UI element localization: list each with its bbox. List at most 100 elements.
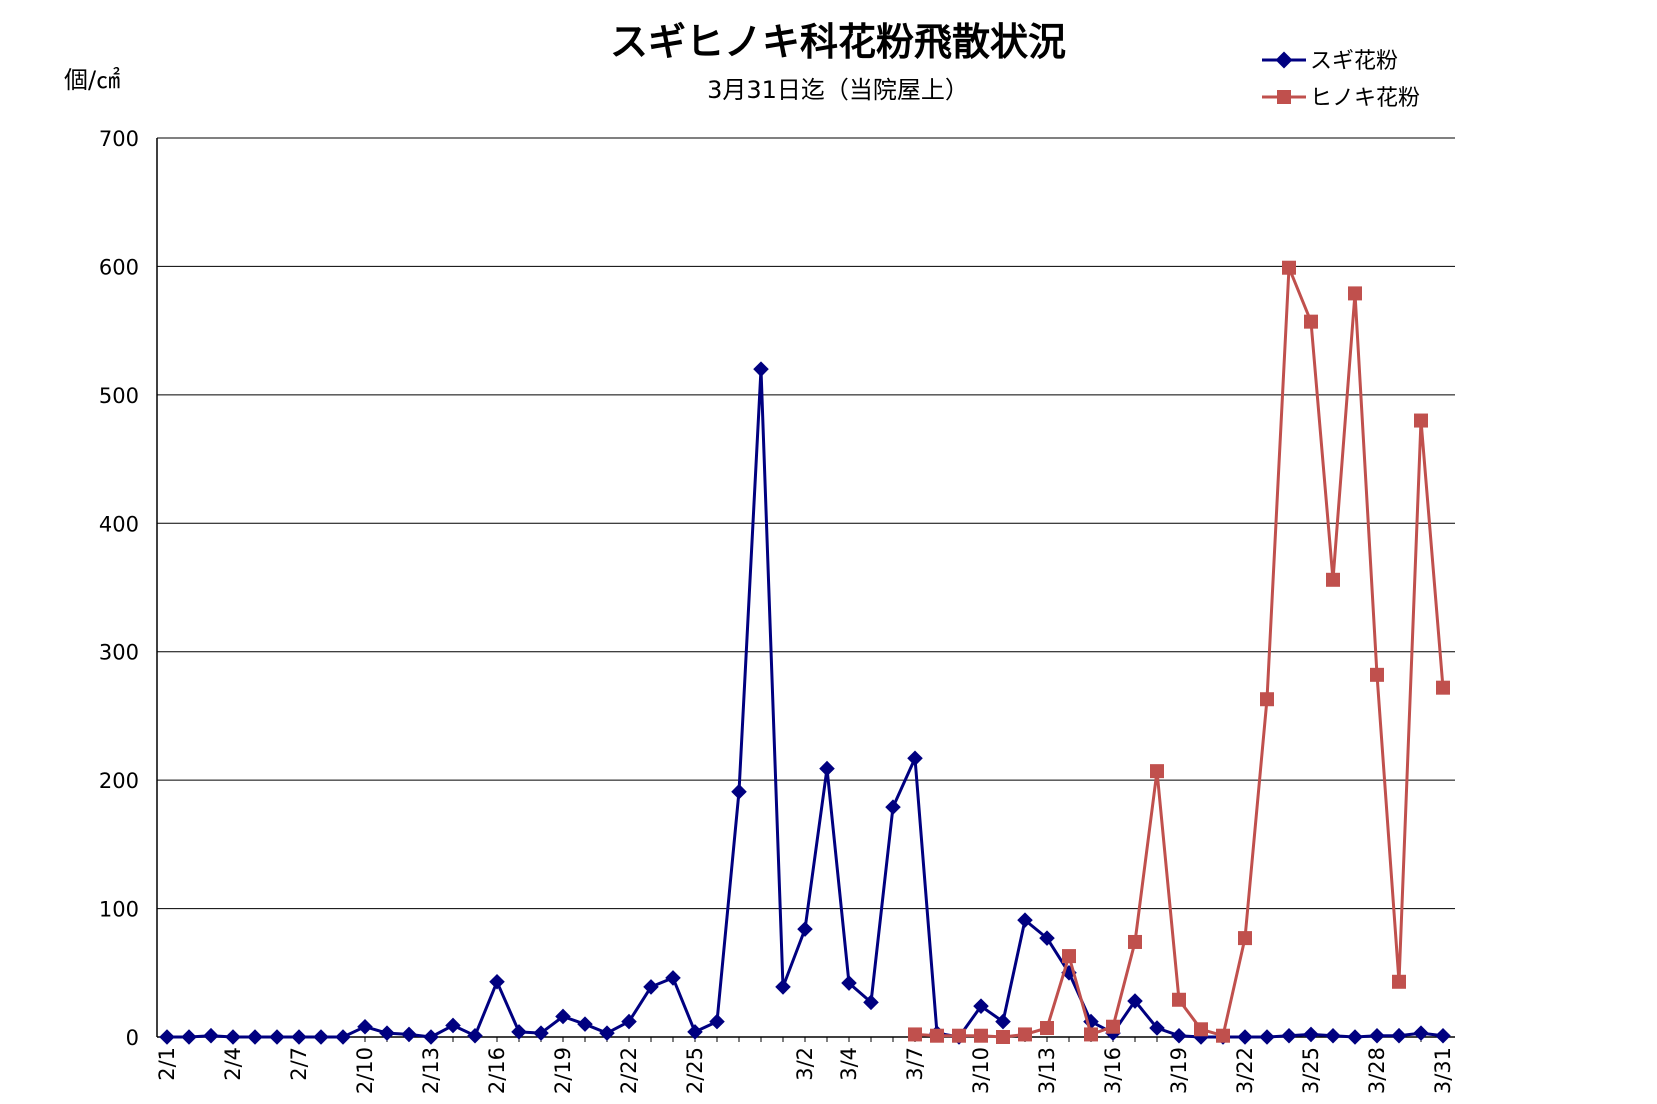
series-hinoki [908, 260, 1450, 1044]
x-tick-label: 3/28 [1365, 1047, 1389, 1094]
x-tick-label: 2/13 [419, 1047, 443, 1094]
x-tick-label: 3/7 [903, 1047, 927, 1081]
y-tick-label: 300 [99, 641, 139, 665]
x-tick-label: 3/25 [1299, 1047, 1323, 1094]
x-tick-label: 2/10 [353, 1047, 377, 1094]
data-point-sugi [907, 750, 923, 767]
data-point-hinoki [1062, 949, 1076, 964]
data-point-sugi [313, 1029, 329, 1045]
data-point-sugi [995, 1013, 1011, 1030]
series-sugi [159, 361, 1451, 1045]
data-point-sugi [885, 799, 901, 815]
data-point-sugi [203, 1027, 219, 1044]
chart-subtitle: 3月31日迄（当院屋上） [707, 76, 969, 104]
data-point-hinoki [1018, 1027, 1032, 1042]
data-point-sugi [401, 1026, 417, 1043]
legend: スギ花粉 ヒノキ花粉 [1262, 49, 1420, 111]
chart-title: スギヒノキ科花粉飛散状況 [610, 20, 1066, 64]
data-point-sugi [467, 1027, 483, 1044]
legend-marker-sugi [1275, 51, 1293, 69]
x-tick-label: 2/19 [551, 1047, 575, 1094]
legend-label-hinoki: ヒノキ花粉 [1310, 86, 1420, 111]
data-point-hinoki [1304, 314, 1318, 329]
data-point-hinoki [1348, 286, 1362, 301]
data-point-hinoki [1414, 413, 1428, 428]
legend-item-sugi: スギ花粉 [1262, 49, 1398, 74]
y-tick-labels: 0 100 200 300 400 500 600 700 [99, 127, 139, 1050]
x-tick-label: 3/2 [793, 1047, 817, 1081]
data-point-sugi [599, 1025, 615, 1041]
data-point-sugi [445, 1017, 461, 1034]
data-point-hinoki [1194, 1022, 1208, 1037]
y-tick-label: 100 [99, 898, 139, 922]
legend-marker-hinoki [1277, 90, 1291, 104]
data-point-sugi [621, 1013, 637, 1030]
gridlines [157, 137, 1455, 910]
data-point-sugi [335, 1029, 351, 1045]
data-point-hinoki [952, 1028, 966, 1043]
data-point-hinoki [930, 1028, 944, 1043]
data-point-hinoki [974, 1028, 988, 1043]
data-point-hinoki [1216, 1028, 1230, 1043]
data-point-sugi [269, 1029, 285, 1045]
x-tick-label: 3/4 [837, 1047, 861, 1081]
data-point-sugi [709, 1013, 725, 1030]
data-point-sugi [1149, 1020, 1165, 1036]
data-point-sugi [643, 979, 659, 995]
data-point-sugi [841, 975, 857, 991]
x-tick-label: 3/22 [1233, 1047, 1257, 1094]
data-point-sugi [797, 921, 813, 937]
x-tick-label: 2/25 [683, 1047, 707, 1094]
data-point-sugi [1391, 1027, 1407, 1044]
data-point-sugi [577, 1016, 593, 1032]
data-point-hinoki [1040, 1021, 1054, 1036]
x-tick-label: 2/1 [155, 1047, 179, 1081]
data-point-sugi [775, 979, 791, 995]
y-tick-label: 600 [99, 255, 139, 279]
y-tick-label: 0 [126, 1026, 139, 1050]
x-tick-label: 3/10 [969, 1047, 993, 1094]
legend-label-sugi: スギ花粉 [1310, 49, 1398, 74]
data-point-hinoki [1370, 667, 1384, 682]
x-tick-label: 3/13 [1035, 1047, 1059, 1094]
data-point-sugi [225, 1029, 241, 1045]
data-point-sugi [247, 1029, 263, 1045]
data-point-sugi [1171, 1027, 1187, 1044]
data-point-sugi [533, 1025, 549, 1041]
data-point-hinoki [908, 1027, 922, 1042]
x-tick-label: 2/16 [485, 1047, 509, 1094]
data-point-sugi [1281, 1027, 1297, 1044]
data-point-hinoki [1172, 992, 1186, 1007]
data-point-hinoki [1392, 974, 1406, 989]
data-point-sugi [731, 783, 747, 800]
data-point-hinoki [1326, 572, 1340, 587]
data-point-sugi [1127, 993, 1143, 1009]
data-point-sugi [1325, 1027, 1341, 1044]
data-point-hinoki [1128, 934, 1142, 949]
x-tick-labels: 2/1 2/4 2/7 2/10 2/13 2/16 2/19 2/22 2/25 3/2 3/4 3… [155, 1047, 1455, 1094]
data-point-hinoki [1084, 1027, 1098, 1042]
data-point-sugi [423, 1029, 439, 1045]
data-point-sugi [973, 998, 989, 1014]
y-tick-label: 500 [99, 384, 139, 408]
data-point-sugi [1237, 1029, 1253, 1045]
data-point-sugi [687, 1024, 703, 1040]
data-point-sugi [819, 760, 835, 777]
x-tick-label: 3/19 [1167, 1047, 1191, 1094]
y-tick-label: 200 [99, 769, 139, 793]
series-layer [159, 260, 1451, 1045]
data-point-sugi [1259, 1029, 1275, 1045]
data-point-hinoki [1260, 692, 1274, 707]
data-point-hinoki [1106, 1019, 1120, 1034]
data-point-hinoki [1436, 680, 1450, 695]
data-point-hinoki [1150, 764, 1164, 779]
data-point-sugi [1017, 912, 1033, 928]
y-axis-unit-label: 個/㎠ [64, 66, 120, 94]
data-point-sugi [555, 1008, 571, 1025]
data-point-sugi [291, 1029, 307, 1045]
data-point-sugi [357, 1018, 373, 1035]
y-tick-label: 400 [99, 512, 139, 536]
x-tick-label: 3/16 [1101, 1047, 1125, 1094]
legend-item-hinoki: ヒノキ花粉 [1262, 86, 1420, 111]
data-point-hinoki [996, 1030, 1010, 1044]
